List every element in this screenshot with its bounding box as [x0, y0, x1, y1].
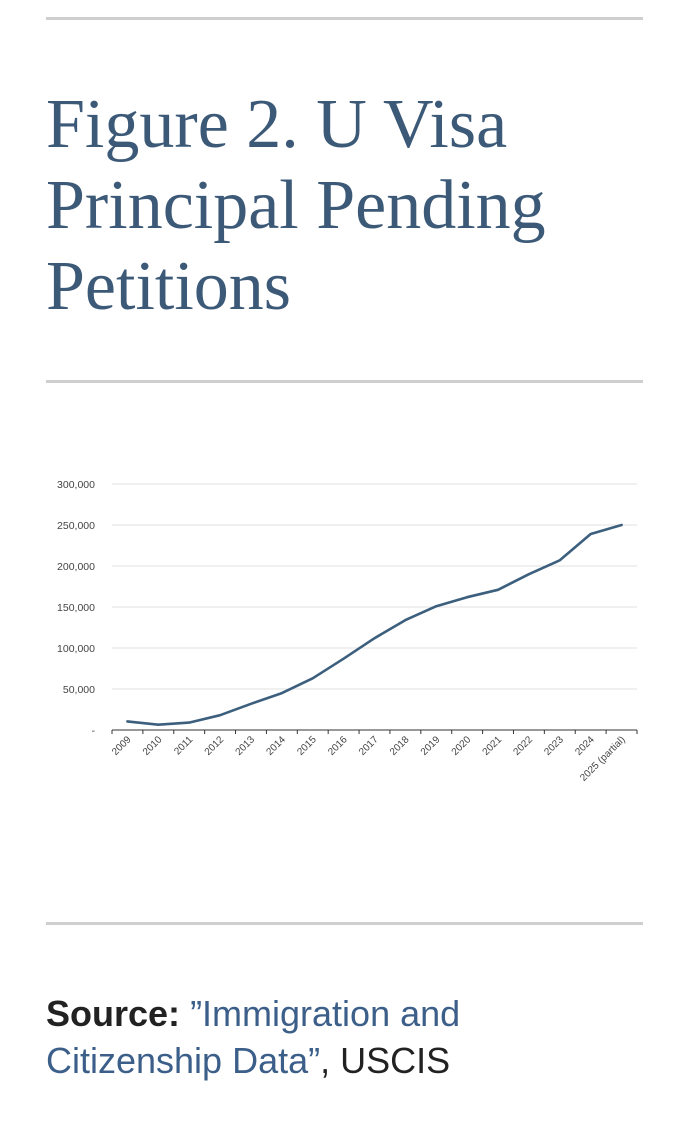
- x-tick-label: 2018: [388, 734, 412, 758]
- gridlines: [112, 483, 637, 690]
- x-tick-label: 2020: [450, 734, 474, 758]
- top-divider: [46, 17, 643, 20]
- x-axis-ticks: 2009 2010 2011 2012 2013 2014 2015 2016 2017 2018…: [110, 734, 628, 784]
- x-tick-label: 2016: [326, 734, 350, 758]
- y-tick-label: 250,000: [57, 520, 95, 532]
- x-tick-label: 2015: [295, 734, 319, 758]
- source-publisher: , USCIS: [320, 1040, 451, 1081]
- x-axis: [111, 729, 638, 734]
- x-tick-label: 2017: [357, 734, 381, 758]
- bottom-divider: [46, 922, 643, 925]
- x-tick-label: 2022: [512, 734, 536, 758]
- x-tick-label: 2023: [542, 734, 566, 758]
- y-tick-label: 200,000: [57, 561, 95, 573]
- title-divider: [46, 380, 643, 383]
- y-tick-label: -: [92, 725, 96, 737]
- y-tick-label: 150,000: [57, 602, 95, 614]
- x-tick-label: 2012: [203, 734, 227, 758]
- x-tick-label: 2021: [481, 734, 505, 758]
- y-tick-label: 100,000: [57, 643, 95, 655]
- y-tick-label: 50,000: [63, 684, 95, 696]
- source-label: Source:: [46, 993, 181, 1034]
- y-axis-ticks: - 50,000 100,000 150,000 200,000 250,000 300,0…: [57, 479, 95, 737]
- series-group: [126, 523, 623, 727]
- source-link[interactable]: ”Immigration and Citizenship Data”: [46, 993, 461, 1081]
- source-citation: Source: ”Immigration and Citizenship Dat…: [46, 990, 646, 1084]
- x-tick-label: 2010: [141, 734, 165, 758]
- x-tick-label: 2014: [264, 734, 288, 758]
- x-tick-label: 2009: [110, 734, 134, 758]
- x-tick-label: 2024: [573, 734, 597, 758]
- line-chart: - 50,000 100,000 150,000 200,000 250,000 300,0…: [57, 479, 638, 784]
- x-tick-label: 2011: [172, 734, 195, 757]
- y-tick-label: 300,000: [57, 479, 95, 491]
- x-tick-label: 2013: [234, 734, 258, 758]
- series-line: [126, 523, 623, 727]
- x-tick-label: 2019: [419, 734, 443, 758]
- figure-title: Figure 2. U Visa Principal Pending Petit…: [46, 86, 546, 325]
